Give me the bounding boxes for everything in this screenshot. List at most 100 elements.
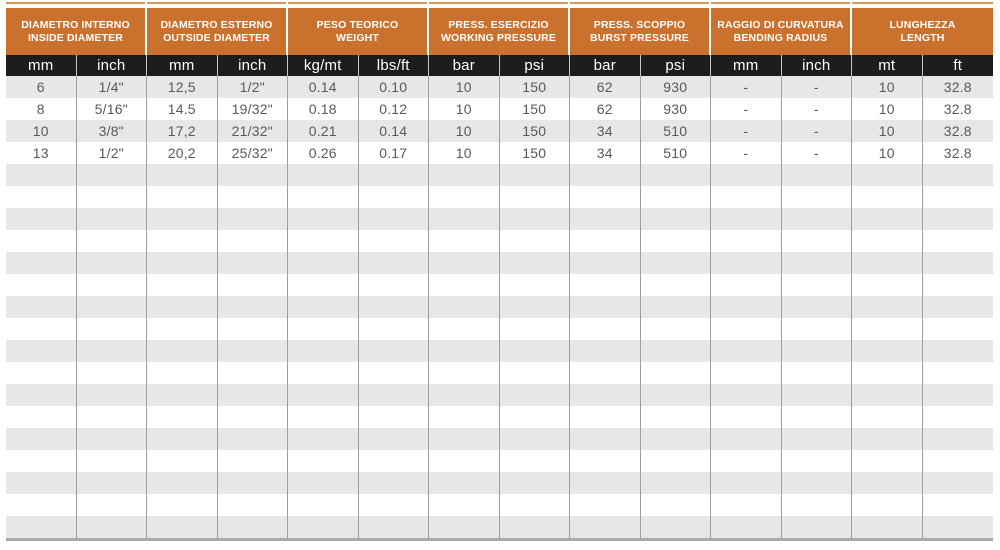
- body-cell: [500, 186, 570, 208]
- column-group-header: PESO TEORICO WEIGHT: [288, 8, 429, 55]
- body-cell: [782, 164, 852, 186]
- body-cell: [288, 406, 359, 428]
- group-title-italian: PESO TEORICO: [316, 18, 399, 31]
- body-cell: [218, 362, 288, 384]
- spec-table: DIAMETRO INTERNO INSIDE DIAMETER DIAMETRO …: [6, 2, 993, 541]
- body-cell: [429, 340, 500, 362]
- table-body: 6 1/4" 12,5 1/2" 0.14 0.10 10 150 62 930- -10 32.8 8…: [6, 76, 993, 538]
- body-cell: [500, 230, 570, 252]
- body-cell: [429, 362, 500, 384]
- empty-row: [6, 450, 993, 472]
- body-cell: -: [711, 98, 782, 120]
- body-cell: [782, 208, 852, 230]
- body-cell: [570, 384, 641, 406]
- body-cell: [782, 450, 852, 472]
- group-title-italian: DIAMETRO INTERNO: [21, 18, 130, 31]
- body-cell: [429, 428, 500, 450]
- body-cell: [711, 208, 782, 230]
- body-cell: [359, 296, 429, 318]
- body-cell: [711, 450, 782, 472]
- body-cell: [429, 472, 500, 494]
- data-row: 6 1/4" 12,5 1/2" 0.14 0.10 10 150 62 930- -10 32.8: [6, 76, 993, 98]
- empty-row: [6, 384, 993, 406]
- body-cell: [6, 252, 77, 274]
- body-cell: [77, 252, 147, 274]
- body-cell: [923, 230, 994, 252]
- body-cell: [782, 252, 852, 274]
- body-cell: [852, 516, 923, 538]
- body-cell: 32.8: [943, 145, 972, 161]
- body-cell: [923, 252, 994, 274]
- body-cell: [923, 318, 994, 340]
- top-rule-segment: [852, 2, 993, 4]
- body-cell: [641, 406, 711, 428]
- empty-row: [6, 516, 993, 538]
- body-cell: [359, 362, 429, 384]
- empty-row: [6, 406, 993, 428]
- body-cell: [288, 472, 359, 494]
- body-cell: [641, 516, 711, 538]
- body-cell: [429, 384, 500, 406]
- body-cell: [782, 362, 852, 384]
- group-title-english: WORKING PRESSURE: [441, 31, 556, 44]
- body-cell: [429, 494, 500, 516]
- body-cell: 32.8: [943, 79, 972, 95]
- body-cell: [288, 164, 359, 186]
- body-cell: 32.8: [943, 123, 972, 139]
- body-cell: [570, 362, 641, 384]
- unit-cell: mt: [852, 55, 923, 76]
- body-cell: [500, 428, 570, 450]
- body-cell: [6, 230, 77, 252]
- body-cell: 25/32": [218, 142, 288, 164]
- empty-row: [6, 252, 993, 274]
- body-cell: [570, 516, 641, 538]
- group-header-row: DIAMETRO INTERNO INSIDE DIAMETER DIAMETRO …: [6, 8, 993, 55]
- body-cell: [852, 274, 923, 296]
- column-group-header: DIAMETRO ESTERNO OUTSIDE DIAMETER: [147, 8, 288, 55]
- body-cell: [77, 318, 147, 340]
- body-cell: [147, 450, 218, 472]
- unit-cell: bar: [570, 55, 641, 76]
- body-cell: [218, 472, 288, 494]
- body-cell: [852, 406, 923, 428]
- body-cell: [641, 450, 711, 472]
- body-cell: [641, 296, 711, 318]
- body-cell: [147, 252, 218, 274]
- body-cell: [711, 230, 782, 252]
- column-group-header: PRESS. ESERCIZIO WORKING PRESSURE: [429, 8, 570, 55]
- body-cell: [359, 450, 429, 472]
- body-cell: [147, 318, 218, 340]
- body-cell: 510: [641, 120, 711, 142]
- body-cell: [500, 450, 570, 472]
- body-cell: [500, 318, 570, 340]
- body-cell: [6, 406, 77, 428]
- unit-cell: lbs/ft: [359, 55, 429, 76]
- body-cell: [147, 296, 218, 318]
- body-cell: [641, 472, 711, 494]
- body-cell: [218, 340, 288, 362]
- body-cell: 10: [429, 98, 500, 120]
- body-cell: [852, 384, 923, 406]
- body-cell: [288, 296, 359, 318]
- body-cell: [500, 494, 570, 516]
- body-cell: [500, 164, 570, 186]
- body-cell: [288, 494, 359, 516]
- body-cell: [500, 362, 570, 384]
- body-cell: [570, 340, 641, 362]
- body-cell: [77, 362, 147, 384]
- body-cell: [782, 406, 852, 428]
- body-cell: 0.14: [359, 120, 429, 142]
- body-cell: [6, 318, 77, 340]
- empty-row: [6, 186, 993, 208]
- body-cell: [147, 208, 218, 230]
- body-cell: [77, 472, 147, 494]
- body-cell: 3/8": [77, 120, 147, 142]
- body-cell: [77, 494, 147, 516]
- body-cell: 10: [6, 120, 77, 142]
- body-cell: 1/2": [218, 76, 288, 98]
- body-cell: [852, 428, 923, 450]
- body-cell: [218, 406, 288, 428]
- body-cell: 0.10: [359, 76, 429, 98]
- body-cell: [782, 296, 852, 318]
- group-title-english: BURST PRESSURE: [590, 31, 689, 44]
